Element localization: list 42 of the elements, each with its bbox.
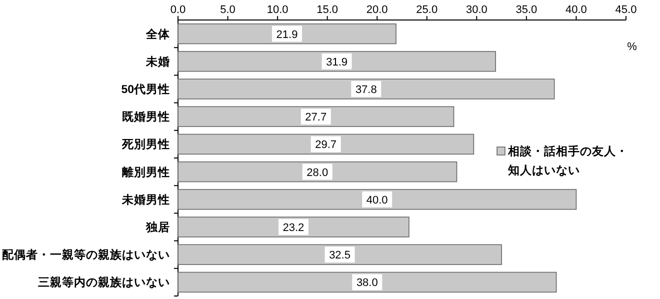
y-tick-label: 離別男性 bbox=[121, 164, 170, 179]
bar bbox=[178, 161, 458, 182]
x-tick-label: 20.0 bbox=[366, 4, 388, 16]
bar bbox=[178, 216, 410, 238]
x-tick-label: 0.0 bbox=[170, 4, 186, 16]
data-label: 37.8 bbox=[355, 84, 377, 96]
data-label: 32.5 bbox=[329, 250, 350, 262]
bar bbox=[178, 23, 396, 44]
data-label: 21.9 bbox=[276, 28, 298, 41]
x-tick-label: 35.0 bbox=[516, 4, 538, 16]
x-tick-label: 10.0 bbox=[266, 4, 288, 16]
y-tick-label: 全体 bbox=[145, 26, 171, 41]
x-tick-label: 45.0 bbox=[615, 4, 637, 16]
y-tick-label: 独居 bbox=[145, 220, 170, 234]
x-tick-label: 5.0 bbox=[220, 4, 236, 16]
bar bbox=[178, 51, 496, 72]
data-label: 31.9 bbox=[326, 56, 348, 68]
bar bbox=[178, 78, 555, 100]
y-tick-label: 既婚男性 bbox=[122, 110, 170, 124]
bar bbox=[178, 272, 557, 293]
bar bbox=[178, 244, 502, 265]
legend-label: 相談・話相手の友人・知人はいない bbox=[507, 144, 628, 177]
y-tick-label: 三親等内の親族はいない bbox=[38, 275, 170, 290]
data-label: 40.0 bbox=[366, 194, 388, 206]
data-label: 23.2 bbox=[282, 222, 304, 234]
data-label: 28.0 bbox=[306, 166, 328, 179]
x-tick-label: 40.0 bbox=[566, 4, 587, 16]
x-tick-label: 15.0 bbox=[316, 4, 338, 16]
bar bbox=[178, 134, 474, 155]
data-label: 27.7 bbox=[305, 112, 327, 124]
y-tick-label: 未婚 bbox=[145, 54, 170, 68]
y-tick-label: 50代男性 bbox=[121, 83, 170, 96]
data-label: 38.0 bbox=[356, 277, 378, 290]
data-label: 29.7 bbox=[315, 139, 337, 152]
y-tick-label: 未婚男性 bbox=[121, 192, 170, 206]
x-tick-label: 25.0 bbox=[416, 4, 438, 16]
y-tick-label: 配偶者・一親等の親族はいない bbox=[2, 248, 170, 262]
bar bbox=[178, 106, 454, 127]
bar bbox=[178, 189, 577, 210]
x-axis-title: % bbox=[627, 41, 638, 53]
x-tick-label: 30.0 bbox=[466, 4, 488, 16]
y-tick-label: 死別男性 bbox=[121, 138, 170, 152]
